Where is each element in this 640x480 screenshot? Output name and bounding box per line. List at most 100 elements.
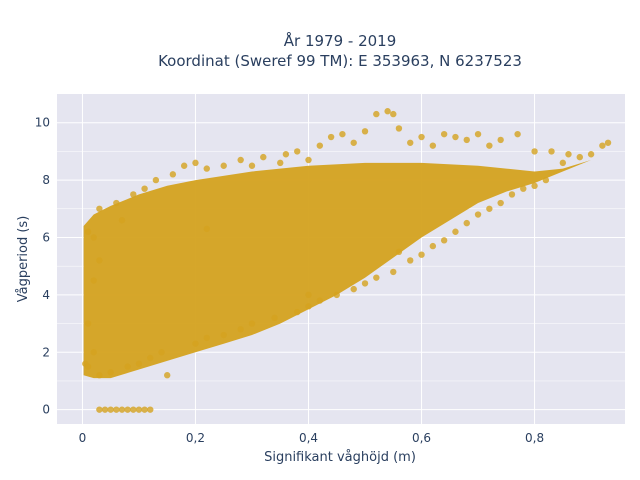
y-tick-label: 0 xyxy=(42,403,50,417)
data-point xyxy=(508,191,516,198)
data-point xyxy=(293,308,301,316)
data-point xyxy=(192,340,199,347)
data-point xyxy=(237,326,244,333)
data-point xyxy=(599,142,606,149)
data-point xyxy=(203,334,210,342)
data-point xyxy=(418,251,425,258)
data-point xyxy=(361,280,369,287)
data-point xyxy=(293,148,301,155)
chart-title-line1: År 1979 - 2019 xyxy=(284,31,397,50)
x-axis-label: Signifikant våghöjd (m) xyxy=(264,450,416,465)
data-point xyxy=(90,349,97,356)
data-point xyxy=(118,217,126,224)
data-point xyxy=(559,159,567,167)
data-point xyxy=(282,151,290,158)
x-tick-label: 0,4 xyxy=(299,431,318,445)
data-point xyxy=(96,205,103,212)
data-point xyxy=(531,182,538,190)
data-point xyxy=(180,162,188,169)
data-point xyxy=(152,176,160,184)
data-point xyxy=(130,191,137,198)
x-tick-label: 0,2 xyxy=(186,431,205,445)
data-point xyxy=(350,285,357,293)
data-point xyxy=(90,234,97,241)
data-point xyxy=(463,136,470,144)
data-point xyxy=(440,237,448,244)
data-point xyxy=(147,406,154,413)
data-point xyxy=(316,297,324,304)
x-tick-label: 0,8 xyxy=(525,431,544,445)
data-point xyxy=(390,268,397,276)
data-point xyxy=(107,406,114,413)
data-point xyxy=(497,199,504,207)
data-point xyxy=(277,159,284,167)
data-point xyxy=(361,128,369,135)
data-point xyxy=(327,133,335,141)
data-point xyxy=(147,354,154,362)
data-point xyxy=(305,303,312,310)
data-point xyxy=(316,142,324,149)
data-point xyxy=(373,110,380,118)
data-point xyxy=(90,277,97,284)
data-point xyxy=(271,314,278,322)
data-point xyxy=(576,153,583,161)
data-point xyxy=(474,130,482,138)
y-axis-label: Vågperiod (s) xyxy=(16,216,31,303)
data-point xyxy=(84,320,92,327)
data-points xyxy=(82,108,612,413)
data-point xyxy=(124,363,131,370)
data-point xyxy=(220,162,227,169)
data-point xyxy=(440,130,448,138)
data-point xyxy=(192,159,199,167)
data-point xyxy=(203,225,210,233)
data-point xyxy=(604,139,612,146)
density-fill xyxy=(83,160,592,379)
data-point xyxy=(130,406,137,413)
data-point xyxy=(463,219,470,227)
data-point xyxy=(84,363,92,370)
data-point xyxy=(169,171,177,178)
data-point xyxy=(452,133,459,141)
data-point xyxy=(520,185,527,192)
data-point xyxy=(220,331,227,339)
data-point xyxy=(395,125,403,132)
data-point xyxy=(84,228,92,235)
y-tick-label: 6 xyxy=(42,230,50,244)
data-point xyxy=(514,130,521,138)
data-point xyxy=(418,133,425,141)
data-point xyxy=(350,139,357,146)
x-tick-label: 0,6 xyxy=(412,431,431,445)
data-point xyxy=(565,151,572,158)
data-point xyxy=(248,320,256,327)
data-point xyxy=(542,176,550,184)
x-tick-label: 0 xyxy=(79,431,87,445)
data-point xyxy=(333,291,340,299)
data-point xyxy=(390,110,397,118)
data-point xyxy=(373,274,380,281)
data-point xyxy=(429,142,437,149)
data-point xyxy=(164,372,171,379)
data-point xyxy=(248,162,256,169)
data-point xyxy=(141,406,148,413)
data-point xyxy=(395,248,403,256)
data-point xyxy=(384,108,391,115)
data-point xyxy=(497,136,504,144)
data-point xyxy=(407,257,414,264)
data-point xyxy=(135,406,143,413)
y-tick-label: 8 xyxy=(42,173,50,187)
data-point xyxy=(237,156,244,164)
data-point xyxy=(113,199,120,207)
x-axis-ticks: 0 0,2 0,4 0,6 0,8 xyxy=(79,431,545,445)
data-point xyxy=(474,211,482,218)
data-point xyxy=(548,148,555,155)
y-tick-label: 4 xyxy=(42,288,50,302)
data-point xyxy=(141,185,148,192)
data-point xyxy=(486,142,493,149)
data-point xyxy=(124,406,131,413)
data-point xyxy=(429,242,437,250)
data-point xyxy=(407,139,414,146)
data-point xyxy=(135,360,143,367)
data-point xyxy=(96,257,103,264)
dense-point-cloud xyxy=(83,160,592,379)
